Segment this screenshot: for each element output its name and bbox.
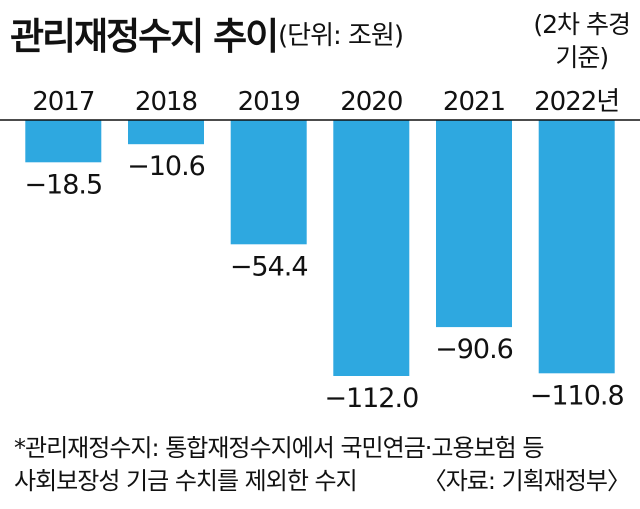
- footnote-definition-line1: *관리재정수지: 통합재정수지에서 국민연금·고용보험 등: [14, 434, 544, 462]
- x-tick-label: 2020: [340, 87, 402, 117]
- x-tick-label: 2018: [135, 87, 197, 117]
- footnote-row2: 사회보장성 기금 수치를 제외한 수지 〈자료: 기획재정부〉: [14, 465, 631, 498]
- bar-2019: [230, 120, 307, 245]
- x-tick-label: 2019: [238, 87, 300, 117]
- bar-chart: 2017 −18.5 2018 −10.6 2019 −54.4 2020 −112.0 202…: [0, 87, 640, 414]
- value-label: −90.6: [435, 334, 513, 365]
- basis-line-1: (2차 추경: [533, 10, 631, 39]
- unit-label: (단위: 조원): [278, 21, 404, 51]
- x-tick-label: 2017: [32, 87, 94, 117]
- footnote-definition-line2: 사회보장성 기금 수치를 제외한 수지: [14, 467, 358, 495]
- x-tick-label: 2022년: [534, 87, 619, 117]
- bar-2018: [128, 120, 204, 145]
- x-tick-label: 2021: [443, 87, 505, 117]
- basis-line-2: 기준): [555, 43, 609, 72]
- bar-2022년: [538, 120, 615, 374]
- bar-2021: [436, 120, 512, 328]
- value-label: −110.8: [530, 380, 624, 411]
- value-label: −112.0: [324, 383, 418, 414]
- value-label: −10.6: [127, 151, 205, 182]
- chart-title: 관리재정수지 추이: [10, 15, 279, 58]
- bar-2020: [333, 120, 410, 376]
- basis-note: (2차 추경 기준): [533, 8, 631, 74]
- value-label: −18.5: [24, 169, 102, 200]
- source-label: 〈자료: 기획재정부〉: [422, 467, 631, 495]
- footnotes: *관리재정수지: 통합재정수지에서 국민연금·고용보험 등 사회보장성 기금 수…: [14, 432, 631, 498]
- bar-2017: [25, 120, 102, 163]
- value-label: −54.4: [230, 251, 308, 282]
